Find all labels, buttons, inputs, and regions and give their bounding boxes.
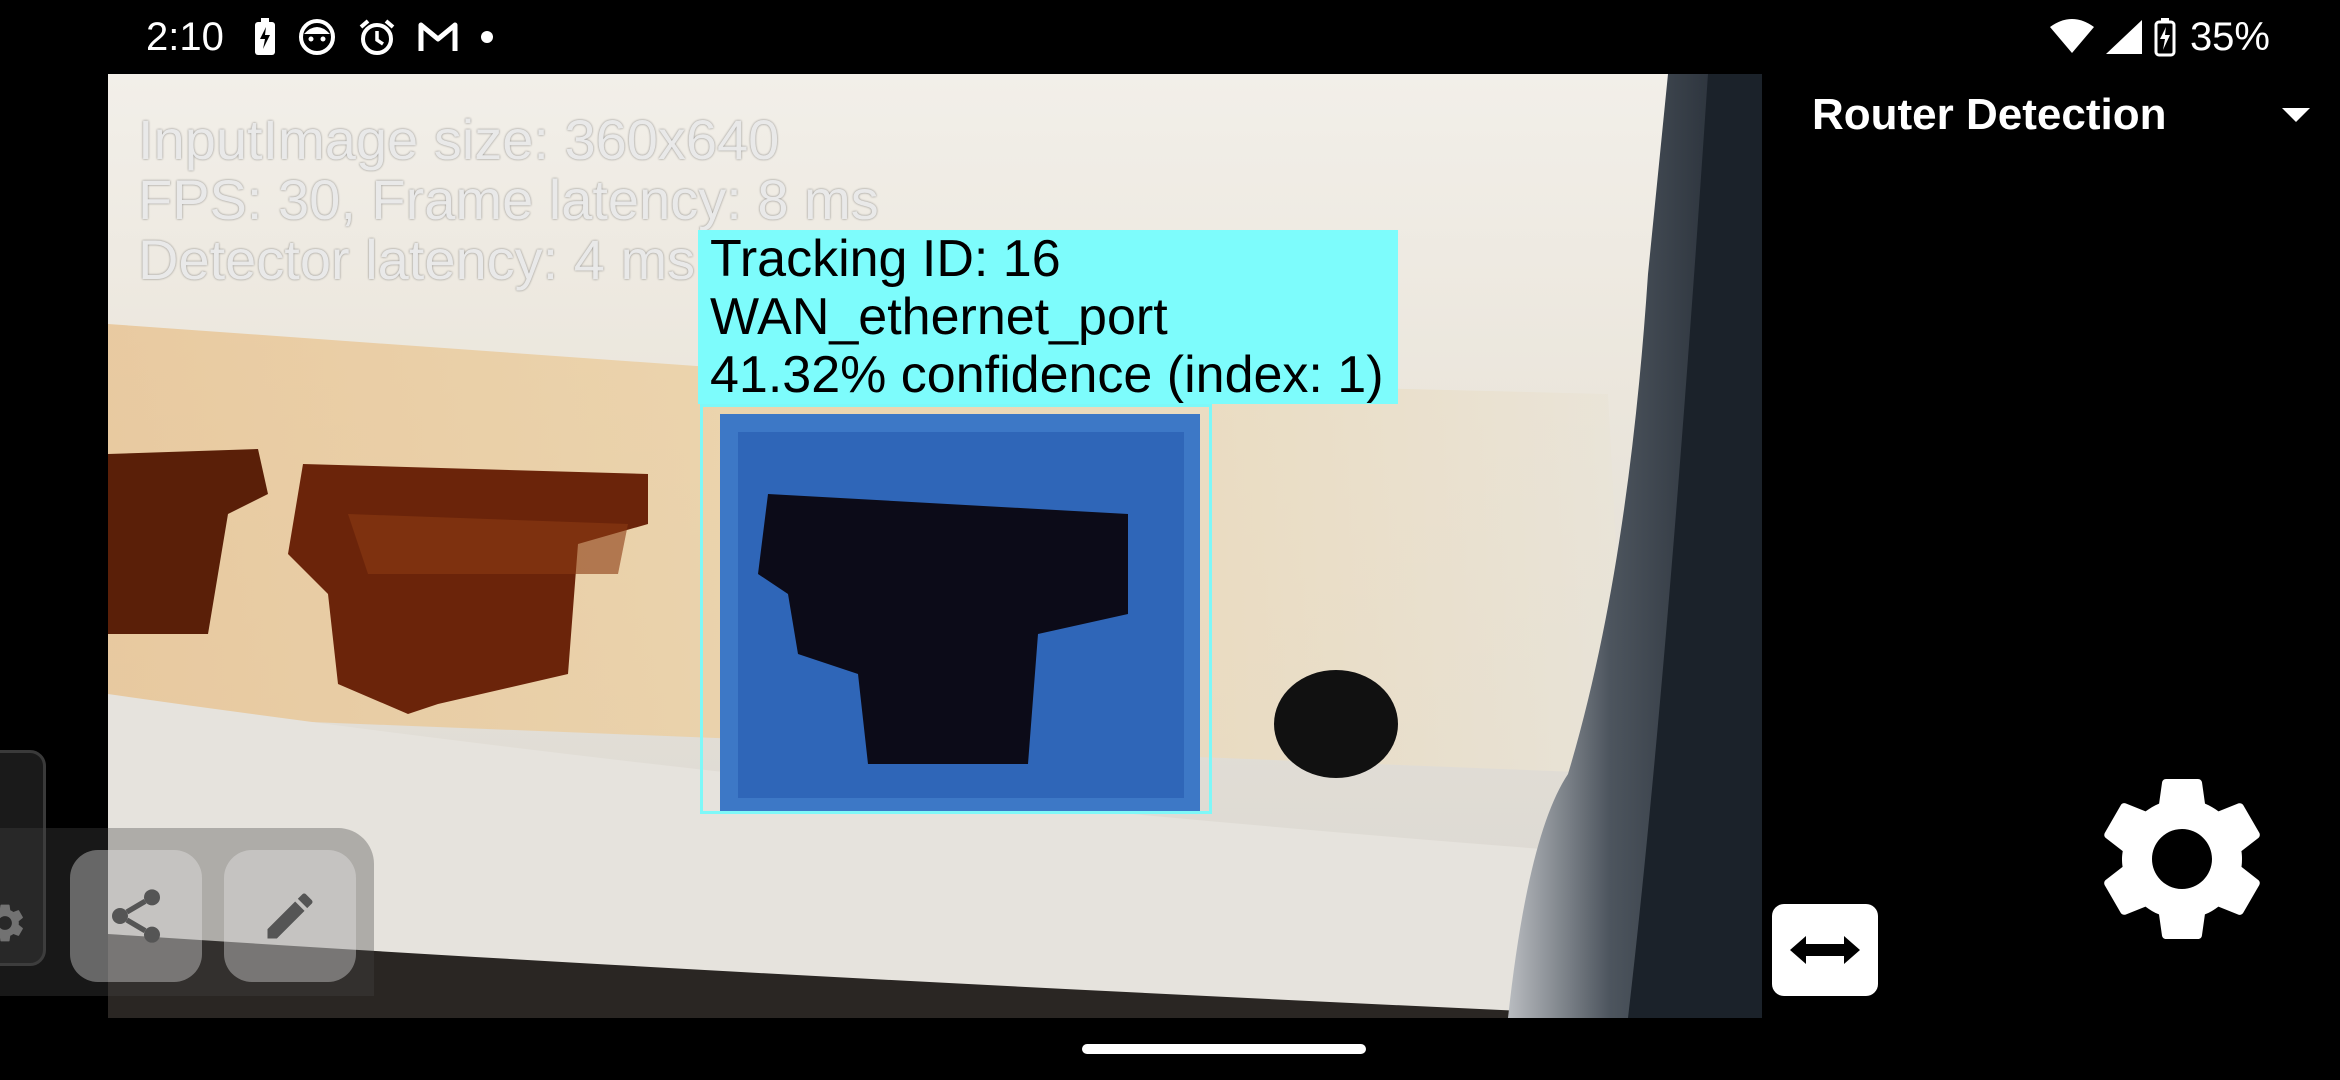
signal-icon [2105,20,2142,54]
detection-label: Tracking ID: 16 WAN_ethernet_port 41.32%… [698,230,1398,404]
system-icons: 35% [2049,12,2270,62]
pencil-icon [267,893,313,939]
gear-icon [2104,779,2260,939]
battery-percent: 35% [2189,15,2270,59]
model-selector-value: Router Detection [1812,90,2167,139]
screenshot-toolbar [0,828,374,996]
fps-text: FPS: 30, Frame latency: 8 ms [138,168,879,231]
face-icon [299,19,335,55]
gmail-icon [418,22,458,51]
settings-button[interactable] [2082,756,2282,962]
camera-preview[interactable]: InputImage size: 360x640 FPS: 30, Frame … [108,74,1762,1018]
detection-confidence-text: 41.32% confidence (index: 1) [710,346,1384,404]
tracking-id-text: Tracking ID: 16 [710,230,1061,288]
dropdown-arrow-icon [2282,108,2310,122]
control-panel: Router Detection [1762,74,2340,1018]
navigation-handle[interactable] [1082,1044,1366,1054]
dot-icon [481,31,493,43]
notification-icons [254,15,494,59]
switch-camera-icon [1790,936,1860,964]
battery-icon [2154,18,2176,57]
detection-class-text: WAN_ethernet_port [710,288,1168,346]
alarm-icon [359,19,395,55]
detector-latency-text: Detector latency: 4 ms [138,228,696,291]
screenshot-thumbnail[interactable] [0,750,46,966]
wifi-icon [2049,19,2094,53]
share-button[interactable] [70,850,202,982]
status-bar: 2:10 [0,0,2340,74]
edit-button[interactable] [224,850,356,982]
input-size-text: InputImage size: 360x640 [138,108,780,171]
gear-icon [0,904,23,942]
share-icon [112,889,160,943]
battery-charging-icon [255,18,275,55]
model-selector-dropdown[interactable]: Router Detection [1812,80,2322,150]
switch-camera-button[interactable] [1772,904,1878,996]
performance-info: InputImage size: 360x640 FPS: 30, Frame … [138,110,879,290]
detection-bounding-box [700,404,1212,814]
status-time: 2:10 [146,15,224,59]
